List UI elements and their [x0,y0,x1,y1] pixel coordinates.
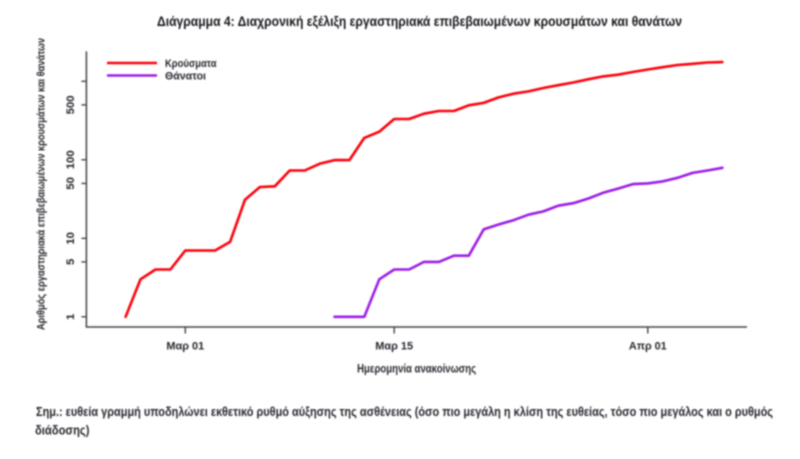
svg-text:500: 500 [65,95,77,114]
svg-text:Μαρ 01: Μαρ 01 [166,340,204,352]
svg-text:5: 5 [65,259,77,265]
svg-text:50: 50 [65,177,77,190]
svg-text:διάδοσης): διάδοσης) [35,422,90,437]
svg-text:1: 1 [65,314,77,320]
svg-text:100: 100 [65,150,77,169]
svg-text:Απρ 01: Απρ 01 [629,340,667,352]
svg-text:10: 10 [65,232,77,245]
svg-text:Μαρ 15: Μαρ 15 [375,340,413,352]
svg-text:Θάνατοι: Θάνατοι [165,70,206,82]
svg-text:Κρούσματα: Κρούσματα [165,58,217,70]
svg-text:Διάγραμμα 4: Διαχρονική εξέλιξ: Διάγραμμα 4: Διαχρονική εξέλιξη εργαστηρ… [157,14,682,29]
svg-text:Σημ.: ευθεία γραμμή υποδηλώνει: Σημ.: ευθεία γραμμή υποδηλώνει εκθετικό … [36,404,773,419]
svg-text:Αριθμός εργαστηριακά επιβεβαιω: Αριθμός εργαστηριακά επιβεβαιωμένων κρου… [36,38,48,330]
svg-text:Ημερομηνία ανακοίνωσης: Ημερομηνία ανακοίνωσης [357,363,476,375]
